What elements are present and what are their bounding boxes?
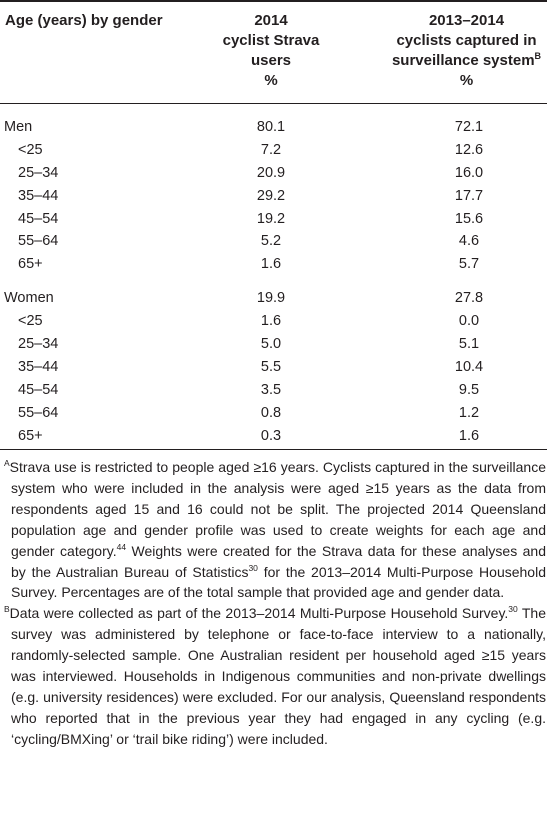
row-label: 25–34 <box>18 164 59 181</box>
strava-percent-cell: 5.0 <box>260 336 282 353</box>
header-strava-users: 2014 cyclist Strava users % <box>222 12 320 89</box>
table-row: 45–54 19.2 15.6 <box>0 208 547 231</box>
surveillance-percent-cell: 5.7 <box>458 256 480 273</box>
footnote-marker-b: B <box>534 51 542 61</box>
surveillance-percent-cell: 9.5 <box>458 381 480 398</box>
strava-percent-cell: 80.1 <box>256 119 286 135</box>
row-label: 65+ <box>18 427 43 444</box>
strava-percent-cell: 7.2 <box>260 141 282 158</box>
row-label: 55–64 <box>18 404 59 421</box>
table-bottom-rule <box>0 449 547 450</box>
table-row: 45–54 3.5 9.5 <box>0 379 547 402</box>
table-header-rule <box>0 103 547 104</box>
strava-percent-cell: 29.2 <box>256 187 286 204</box>
row-label: <25 <box>18 141 43 158</box>
table-row: 65+ 1.6 5.7 <box>0 253 547 276</box>
header-age-gender: Age (years) by gender <box>5 12 163 29</box>
table-row: Men 80.1 72.1 <box>0 116 547 139</box>
table-row: 55–64 5.2 4.6 <box>0 230 547 253</box>
surveillance-percent-cell: 1.2 <box>458 404 480 421</box>
surveillance-percent-cell: 4.6 <box>458 233 480 250</box>
table-top-rule <box>0 0 547 2</box>
table-row: 55–64 0.8 1.2 <box>0 402 547 425</box>
strava-percent-cell: 1.6 <box>260 313 282 330</box>
surveillance-percent-cell: 15.6 <box>454 210 484 227</box>
strava-percent-cell: 3.5 <box>260 381 282 398</box>
row-label: <25 <box>18 313 43 330</box>
surveillance-percent-cell: 0.0 <box>458 313 480 330</box>
strava-percent-cell: 19.9 <box>256 290 286 307</box>
strava-percent-cell: 20.9 <box>256 164 286 181</box>
footnote-a: AStrava use is restricted to people aged… <box>4 458 547 601</box>
table-row: Women 19.9 27.8 <box>0 287 547 310</box>
strava-percent-cell: 5.2 <box>260 233 282 250</box>
surveillance-percent-cell: 10.4 <box>454 358 484 375</box>
table-footnotes: AStrava use is restricted to people aged… <box>4 457 546 750</box>
surveillance-percent-cell: 12.6 <box>454 141 484 158</box>
table-row: 35–44 5.5 10.4 <box>0 356 547 379</box>
header-surveillance-cyclists: 2013–2014 cyclists captured in surveilla… <box>391 12 542 89</box>
row-label: 55–64 <box>18 233 59 250</box>
row-label: Men <box>4 119 33 135</box>
table-body: Men 80.1 72.1 <25 7.2 12.6 25–34 20.9 16.0 35–44 2… <box>0 116 547 447</box>
surveillance-percent-cell: 5.1 <box>458 336 480 353</box>
strava-percent-cell: 0.3 <box>260 427 282 444</box>
table-row: <25 7.2 12.6 <box>0 139 547 162</box>
surveillance-percent-cell: 17.7 <box>454 187 484 204</box>
surveillance-percent-cell: 1.6 <box>458 427 480 444</box>
row-label: 35–44 <box>18 187 59 204</box>
surveillance-percent-cell: 27.8 <box>454 290 484 307</box>
row-label: 45–54 <box>18 210 59 227</box>
row-label: 65+ <box>18 256 43 273</box>
strava-percent-cell: 1.6 <box>260 256 282 273</box>
row-label: 35–44 <box>18 358 59 375</box>
table-row: 25–34 20.9 16.0 <box>0 162 547 185</box>
strava-percent-cell: 5.5 <box>260 358 282 375</box>
strava-percent-cell: 0.8 <box>260 404 282 421</box>
surveillance-percent-cell: 16.0 <box>454 164 484 181</box>
surveillance-percent-cell: 72.1 <box>454 119 484 135</box>
footnote-b: BData were collected as part of the 2013… <box>4 604 546 747</box>
table-row: <25 1.6 0.0 <box>0 310 547 333</box>
row-label: 45–54 <box>18 381 59 398</box>
table-row: 35–44 29.2 17.7 <box>0 185 547 208</box>
table-row: 65+ 0.3 1.6 <box>0 425 547 448</box>
row-label: Women <box>4 290 54 307</box>
strava-percent-cell: 19.2 <box>256 210 286 227</box>
table-row: 25–34 5.0 5.1 <box>0 333 547 356</box>
row-label: 25–34 <box>18 336 59 353</box>
